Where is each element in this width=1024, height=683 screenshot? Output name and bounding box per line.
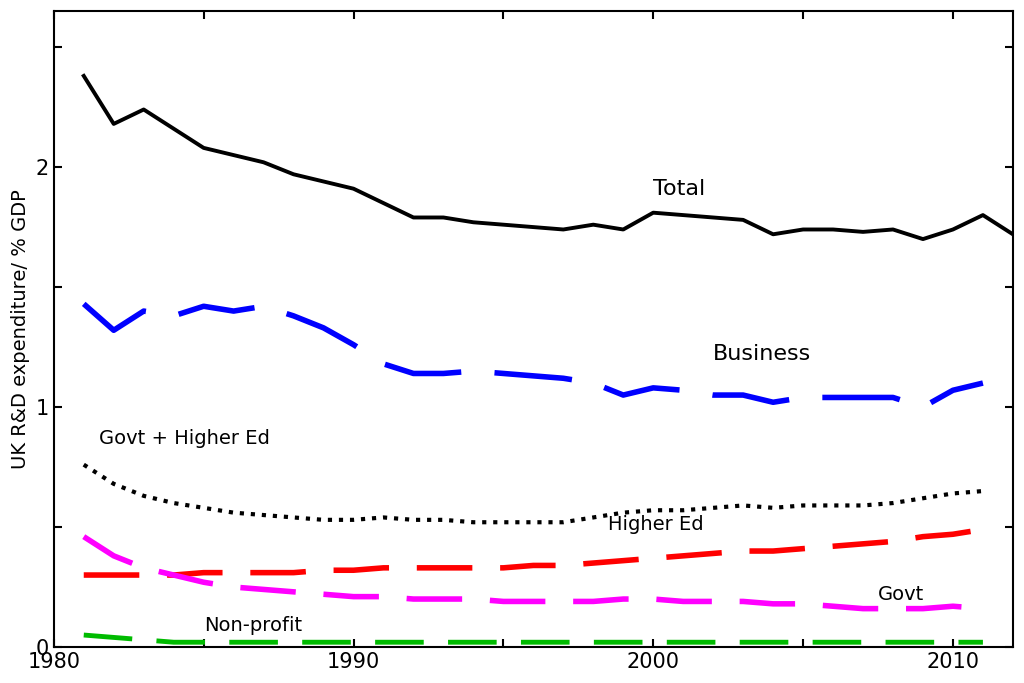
Text: Higher Ed: Higher Ed <box>608 515 703 534</box>
Text: Non-profit: Non-profit <box>204 616 302 635</box>
Text: Govt: Govt <box>878 585 925 604</box>
Text: Total: Total <box>653 179 706 199</box>
Text: Govt + Higher Ed: Govt + Higher Ed <box>98 429 269 448</box>
Text: Business: Business <box>713 344 811 364</box>
Y-axis label: UK R&D expenditure/ % GDP: UK R&D expenditure/ % GDP <box>11 189 30 469</box>
